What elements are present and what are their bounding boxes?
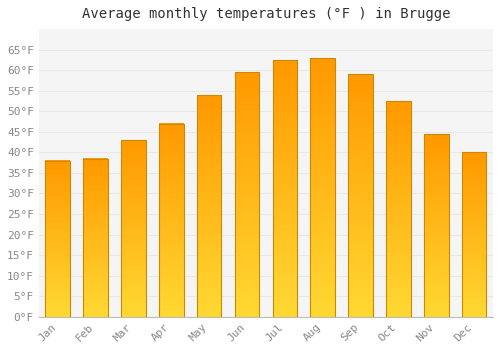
- Bar: [462, 152, 486, 317]
- Bar: [46, 161, 70, 317]
- Bar: [348, 74, 373, 317]
- Bar: [386, 101, 410, 317]
- Bar: [424, 134, 448, 317]
- Title: Average monthly temperatures (°F ) in Brugge: Average monthly temperatures (°F ) in Br…: [82, 7, 450, 21]
- Bar: [234, 72, 260, 317]
- Bar: [121, 140, 146, 317]
- Bar: [272, 60, 297, 317]
- Bar: [197, 95, 222, 317]
- Bar: [310, 58, 335, 317]
- Bar: [159, 124, 184, 317]
- Bar: [84, 159, 108, 317]
